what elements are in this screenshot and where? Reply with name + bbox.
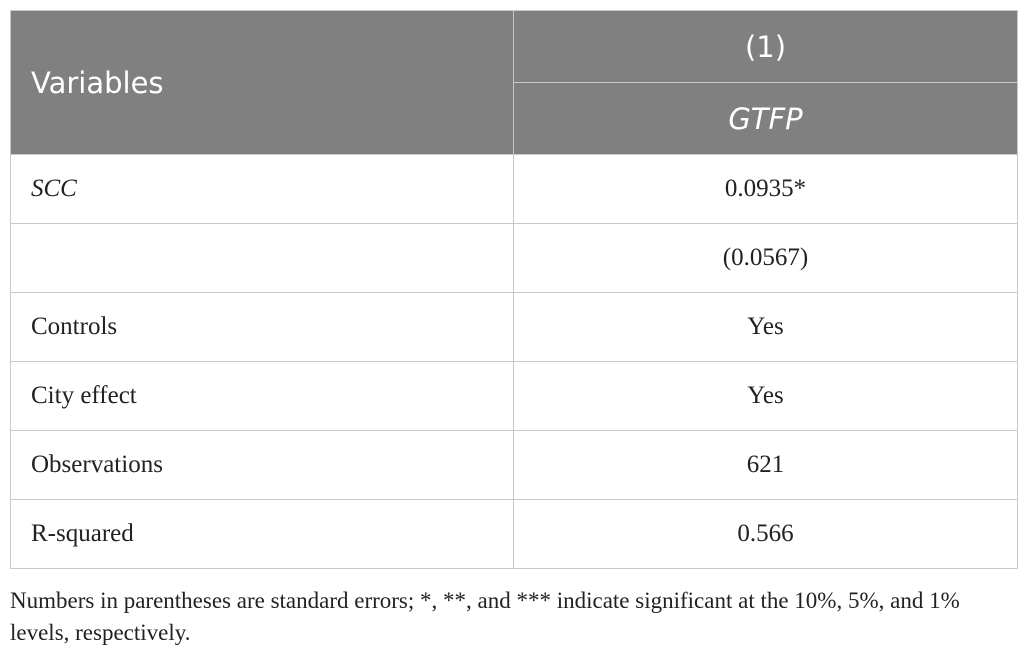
row-value: (0.0567) xyxy=(513,223,1018,293)
row-value: 621 xyxy=(513,430,1018,500)
row-label: City effect xyxy=(10,361,514,431)
table-row: (0.0567) xyxy=(10,223,1018,293)
header-model: (1) xyxy=(513,10,1018,83)
row-value: Yes xyxy=(513,361,1018,431)
row-label: SCC xyxy=(10,154,514,224)
row-label: Controls xyxy=(10,292,514,362)
row-label xyxy=(10,223,514,293)
row-value: 0.566 xyxy=(513,499,1018,569)
header-variables: Variables xyxy=(10,10,514,155)
row-value: 0.0935* xyxy=(513,154,1018,224)
footnote: Numbers in parentheses are standard erro… xyxy=(10,588,960,645)
row-label: Observations xyxy=(10,430,514,500)
results-table: Variables (1) GTFP SCC 0.0935* (0.0567) Con… xyxy=(10,10,1018,569)
table-row: Controls Yes xyxy=(10,292,1018,362)
table-row: City effect Yes xyxy=(10,361,1018,431)
table-row: R-squared 0.566 xyxy=(10,499,1018,569)
header-dependent: GTFP xyxy=(513,82,1018,155)
table-row: SCC 0.0935* xyxy=(10,154,1018,224)
row-value: Yes xyxy=(513,292,1018,362)
table-row: Observations 621 xyxy=(10,430,1018,500)
table-body: SCC 0.0935* (0.0567) Controls Yes City effect… xyxy=(10,154,1018,569)
row-label: R-squared xyxy=(10,499,514,569)
